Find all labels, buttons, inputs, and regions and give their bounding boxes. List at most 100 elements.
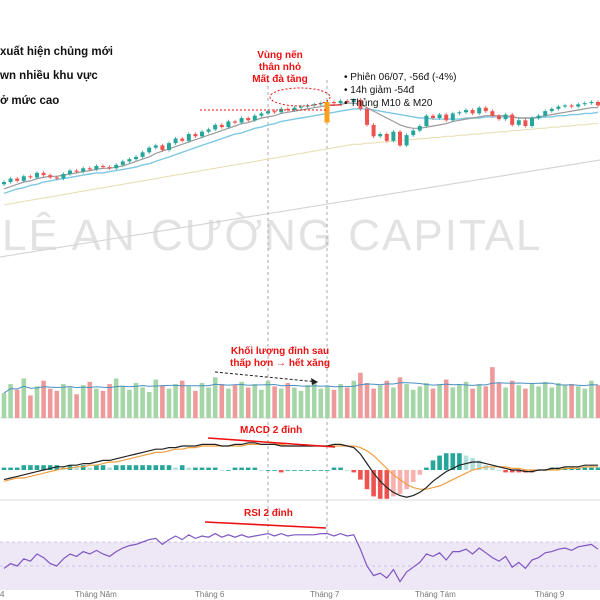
candle	[569, 105, 574, 107]
volume-bar	[503, 387, 508, 418]
annotation-volume: Khối lượng đỉnh sau thấp hơn → hết xăng	[205, 346, 355, 370]
macd-histogram-bar	[179, 465, 185, 470]
macd-histogram-bar	[226, 470, 231, 471]
macd-histogram-bar	[173, 467, 178, 470]
volume-bar	[443, 379, 449, 418]
macd-divergence-line	[207, 437, 336, 448]
left-note-1: xuất hiện chủng mới	[0, 46, 113, 58]
macd-histogram-bar	[193, 467, 198, 470]
macd-histogram-bar	[331, 467, 337, 470]
volume-bar	[542, 381, 548, 418]
volume-bar	[74, 394, 79, 418]
volume-bar	[595, 385, 600, 418]
candle	[457, 112, 462, 114]
volume-bar	[87, 381, 93, 418]
candle	[246, 118, 251, 121]
macd-histogram-bar	[344, 470, 350, 471]
candle	[173, 138, 178, 144]
macd-histogram-bar	[133, 465, 139, 470]
volume-bar	[120, 386, 126, 418]
left-note-2: wn nhiều khu vực	[0, 70, 98, 82]
annotation-top: Vùng nến thân nhỏ Mất đà tăng	[240, 50, 320, 86]
volume-bar	[34, 386, 40, 418]
candle	[312, 104, 317, 106]
candle	[186, 134, 191, 141]
candle	[153, 145, 158, 148]
candle	[28, 176, 33, 178]
macd-histogram-bar	[424, 467, 429, 470]
macd-histogram-bar	[490, 467, 495, 470]
candle	[219, 124, 224, 128]
macd-histogram-bar	[80, 465, 86, 470]
candle	[424, 115, 429, 126]
volume-bar	[206, 387, 211, 418]
m10-line	[3, 102, 598, 190]
volume-arrow-head	[311, 378, 318, 385]
volume-bar	[371, 388, 376, 418]
bullet-2: • 14h giảm -54đ	[344, 85, 415, 96]
volume-bar	[61, 384, 66, 418]
candle	[523, 120, 528, 126]
x-axis-label: Tháng 9	[535, 590, 565, 599]
candle	[200, 131, 204, 137]
candle	[576, 104, 581, 107]
candle	[127, 159, 132, 162]
volume-bar	[80, 385, 86, 418]
macd-histogram-bar	[245, 467, 251, 470]
candle	[41, 172, 46, 176]
volume-bar	[536, 386, 541, 418]
macd-histogram-bar	[153, 465, 159, 470]
candle	[285, 108, 290, 110]
m20-line	[3, 108, 599, 195]
macd-histogram-bar	[21, 465, 27, 470]
candle	[549, 108, 554, 112]
volume-bar	[100, 390, 106, 418]
volume-bar	[285, 382, 291, 418]
volume-annotation-arrow	[214, 371, 319, 383]
trend-line	[0, 159, 600, 258]
volume-bar	[160, 385, 165, 418]
volume-bar	[430, 388, 436, 418]
volume-bar	[410, 389, 416, 418]
macd-histogram-bar	[582, 467, 588, 470]
candle	[279, 108, 284, 113]
left-note-3: ở mức cao	[0, 95, 60, 107]
volume-bar	[377, 385, 383, 418]
candle	[404, 135, 409, 146]
candle	[299, 106, 303, 108]
macd-histogram-bar	[41, 465, 46, 470]
volume-bar	[272, 386, 277, 418]
candle	[431, 115, 435, 118]
candle	[74, 170, 79, 172]
bullet-1-text: Phiên 06/07, -56đ (-4%)	[350, 72, 457, 83]
volume-bar	[94, 388, 99, 418]
volume-bar	[292, 387, 297, 418]
volume-bar	[589, 380, 594, 418]
macd-histogram-bar	[74, 467, 79, 470]
macd-histogram-bar	[113, 465, 119, 470]
volume-bar	[8, 384, 13, 418]
candle	[167, 143, 171, 150]
volume-bar	[318, 388, 324, 418]
macd-histogram-bar	[292, 470, 297, 471]
volume-bar	[437, 384, 442, 418]
candle	[54, 177, 59, 179]
candle	[503, 114, 508, 120]
bullet-3: • Thủng M10 & M20	[344, 98, 433, 109]
candle	[497, 115, 501, 120]
candle	[464, 110, 468, 113]
candle	[266, 111, 270, 114]
rsi-divergence-line	[204, 521, 327, 529]
volume-bar	[358, 372, 363, 418]
volume-bar	[569, 384, 574, 418]
macd-histogram-bar	[351, 470, 357, 473]
macd-histogram-bar	[404, 470, 409, 490]
candle	[15, 178, 20, 181]
macd-histogram-bar	[496, 470, 502, 471]
macd-histogram-bar	[272, 470, 277, 471]
macd-histogram-bar	[371, 470, 376, 497]
macd-histogram-bar	[595, 467, 600, 470]
candle	[483, 107, 488, 112]
volume-bar	[463, 381, 469, 418]
